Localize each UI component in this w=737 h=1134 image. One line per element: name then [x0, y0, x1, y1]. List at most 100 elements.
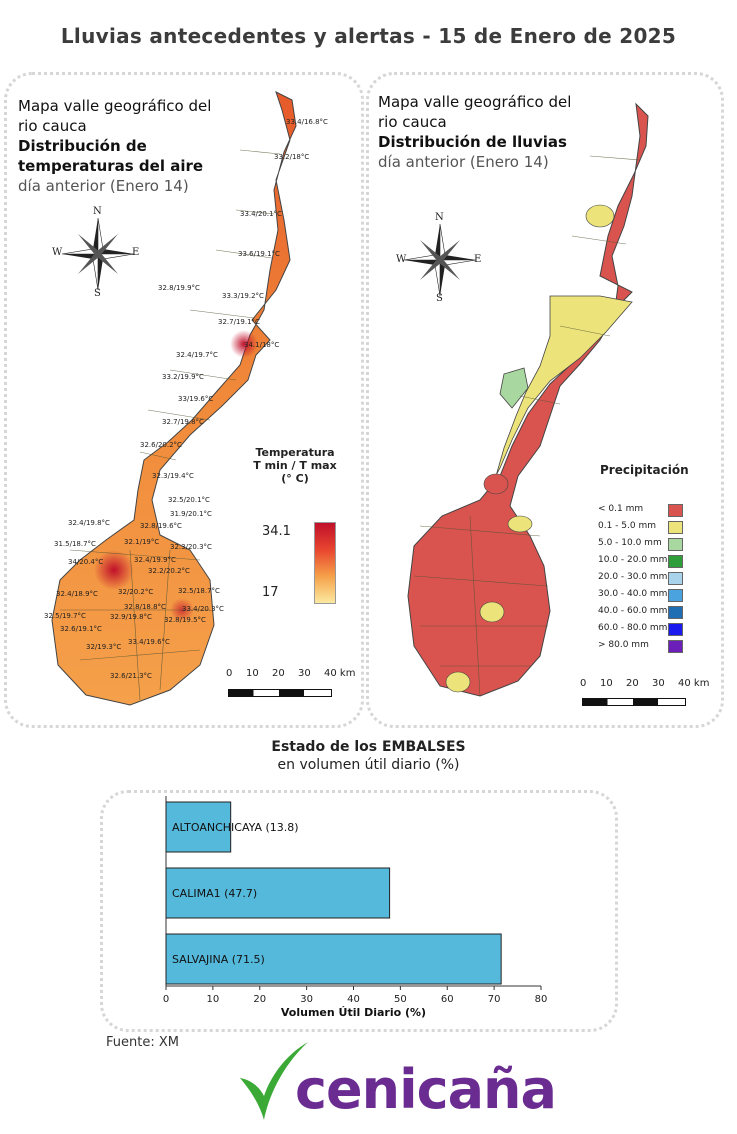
rain-title-line4: día anterior (Enero 14)	[378, 153, 549, 171]
legend-item: > 80.0 mm	[598, 640, 649, 650]
legend-item: 30.0 - 40.0 mm	[598, 589, 667, 599]
reservoirs-panel	[100, 790, 618, 1032]
station-label: 32.3/20.3°C	[170, 543, 212, 551]
legend-swatch	[668, 606, 683, 619]
rainfall-map	[407, 102, 649, 697]
compass-e: E	[132, 247, 140, 258]
rainfall-panel-title: Mapa valle geográfico del rio cauca Dist…	[378, 92, 571, 172]
station-label: 32.6/19.1°C	[60, 625, 102, 633]
yellow-zone	[487, 295, 633, 491]
compass-n: N	[435, 212, 444, 223]
legend-title-line3: (° C)	[281, 472, 309, 485]
scale-label: 40 km	[324, 668, 356, 679]
station-label: 32.7/19.8°C	[162, 418, 204, 426]
station-label: 32.6/20.2°C	[140, 441, 182, 449]
station-label: 32.4/19.9°C	[134, 556, 176, 564]
compass-rose-icon	[61, 217, 135, 291]
station-label: 32.8/19.9°C	[158, 284, 200, 292]
scale-label: 0	[580, 678, 587, 689]
compass-n: N	[93, 206, 102, 217]
legend-item: 5.0 - 10.0 mm	[598, 538, 662, 548]
bar	[165, 933, 502, 985]
station-label: 33/19.6°C	[178, 395, 214, 403]
legend-label: 10.0 - 20.0 mm	[598, 555, 668, 565]
station-label: 33.2/18°C	[274, 153, 310, 161]
bar-label: ALTOANCHICAYA (13.8)	[172, 821, 299, 834]
bar	[165, 867, 391, 919]
legend-label: 30.0 - 40.0 mm	[598, 589, 668, 599]
station-label: 32/19.3°C	[86, 643, 122, 651]
station-label: 33.4/16.8°C	[286, 118, 328, 126]
legend-swatch	[668, 572, 683, 585]
legend-swatch	[668, 623, 683, 636]
compass-s: S	[436, 293, 443, 304]
rain-title-line2: rio cauca	[378, 113, 447, 131]
reservoirs-title-line2: en volumen útil diario (%)	[277, 757, 460, 773]
station-label: 32.4/18.9°C	[56, 590, 98, 598]
station-label: 33.3/19.2°C	[222, 292, 264, 300]
rainfall-panel	[366, 72, 724, 728]
station-label: 33.4/20.1°C	[240, 210, 282, 218]
legend-title-line1: Temperatura	[255, 446, 335, 459]
legend-swatch	[668, 521, 683, 534]
x-tick-label: 10	[207, 994, 220, 1005]
legend-item: 0.1 - 5.0 mm	[598, 521, 656, 531]
scale-label: 40 km	[678, 678, 710, 689]
legend-swatch	[668, 589, 683, 602]
bar-label: SALVAJINA (71.5)	[172, 953, 265, 966]
x-axis-label: Volumen Útil Diario (%)	[281, 1006, 426, 1019]
station-label: 31.9/20.1°C	[170, 510, 212, 518]
legend-label: 5.0 - 10.0 mm	[598, 538, 662, 548]
x-tick-label: 80	[535, 994, 548, 1005]
temp-scale-bar	[228, 689, 332, 697]
cenicana-logo-text: cenicaña	[295, 1058, 557, 1121]
legend-label: > 80.0 mm	[598, 640, 649, 650]
reservoir-bar-chart: ALTOANCHICAYA (13.8) CALIMA1 (47.7) SALVAJ…	[163, 796, 548, 1019]
scale-label: 20	[626, 678, 639, 689]
temp-title-line2: rio cauca	[18, 117, 87, 135]
precipitation-legend: < 0.1 mm 0.1 - 5.0 mm 5.0 - 10.0 mm 10.0…	[598, 502, 698, 653]
x-tick-label: 50	[394, 994, 407, 1005]
rain-scale-bar	[582, 698, 686, 706]
station-label: 32.5/18.7°C	[178, 587, 220, 595]
station-label: 34/20.4°C	[68, 558, 104, 566]
temperature-map	[51, 91, 297, 706]
reservoirs-title-line1: Estado de los EMBALSES	[271, 739, 466, 755]
legend-swatch	[668, 640, 683, 653]
station-label: 32.4/19.7°C	[176, 351, 218, 359]
cenicana-leaf-icon	[240, 1042, 308, 1120]
legend-item: < 0.1 mm	[598, 504, 643, 514]
source-text: Fuente: XM	[106, 1035, 179, 1050]
temp-title-line3: Distribución de	[18, 137, 147, 155]
station-label: 33.4/20.3°C	[182, 605, 224, 613]
scale-label: 30	[652, 678, 665, 689]
bar	[165, 801, 232, 853]
temperature-legend-title: Temperatura T min / T max (° C)	[250, 446, 340, 485]
precipitation-legend-title: Precipitación	[600, 463, 689, 477]
temp-title-line1: Mapa valle geográfico del	[18, 97, 212, 115]
station-label: 32.5/19.7°C	[44, 612, 86, 620]
scale-label: 30	[298, 668, 311, 679]
legend-label: < 0.1 mm	[598, 504, 644, 514]
legend-label: 60.0 - 80.0 mm	[598, 623, 668, 633]
legend-item: 40.0 - 60.0 mm	[598, 606, 667, 616]
temperature-color-ramp	[314, 522, 336, 604]
station-label: 33.2/19.9°C	[162, 373, 204, 381]
legend-title-line2: T min / T max	[253, 459, 337, 472]
station-label: 32.4/19.8°C	[68, 519, 110, 527]
bar-label: CALIMA1 (47.7)	[172, 887, 257, 900]
station-label: 32.8/19.6°C	[140, 522, 182, 530]
legend-item: 20.0 - 30.0 mm	[598, 572, 667, 582]
x-tick-label: 30	[300, 994, 313, 1005]
legend-max: 34.1	[262, 524, 291, 539]
x-tick-label: 40	[347, 994, 360, 1005]
scale-label: 10	[246, 668, 259, 679]
x-tick-label: 20	[253, 994, 266, 1005]
station-label: 32.3/19.4°C	[152, 472, 194, 480]
compass-w: W	[396, 254, 407, 265]
station-label: 32.5/20.1°C	[168, 496, 210, 504]
temperature-panel-title: Mapa valle geográfico del rio cauca Dist…	[18, 96, 211, 196]
station-label: 32.2/20.2°C	[148, 567, 190, 575]
scale-label: 10	[600, 678, 613, 689]
station-label: 32.6/21.3°C	[110, 672, 152, 680]
